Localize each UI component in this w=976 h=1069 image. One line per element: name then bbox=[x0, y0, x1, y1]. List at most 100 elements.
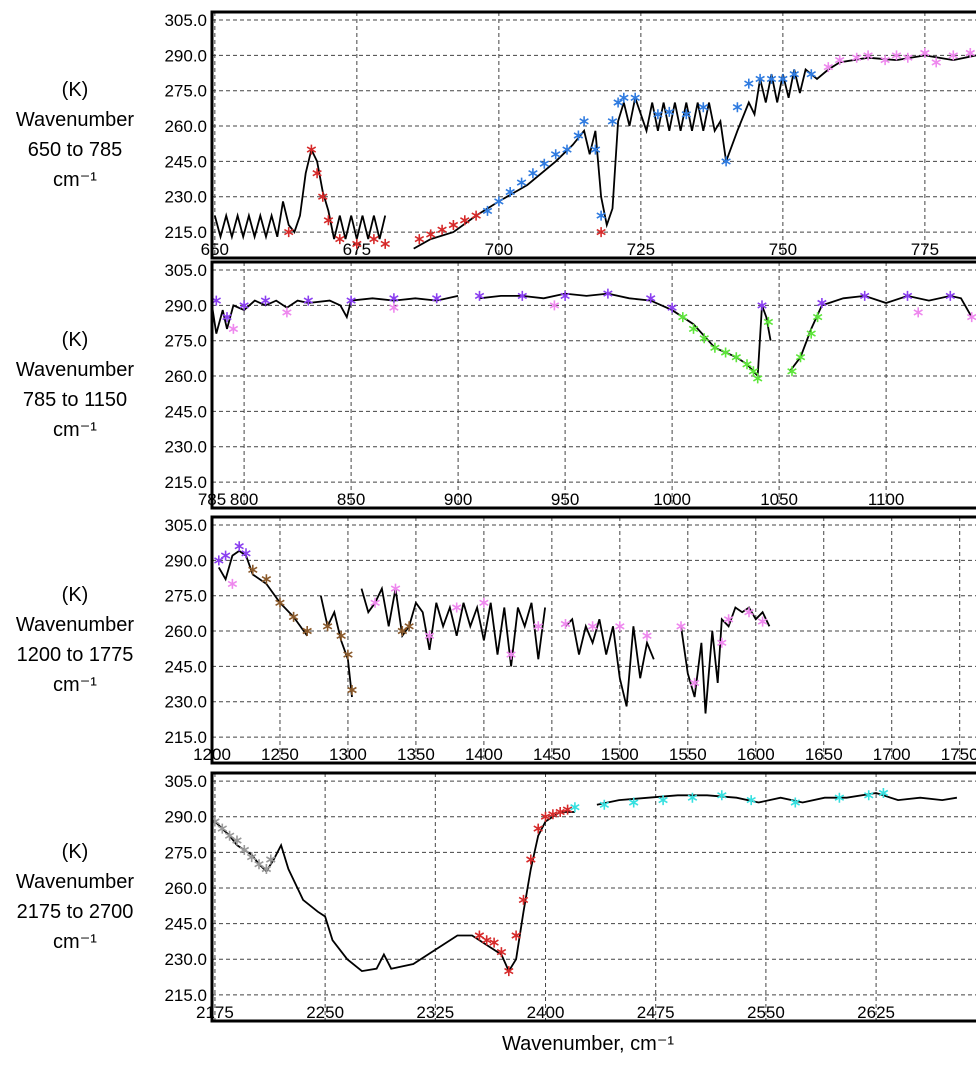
asterisk-marker bbox=[347, 685, 357, 695]
plot-area bbox=[212, 288, 976, 384]
asterisk-marker bbox=[303, 295, 314, 306]
asterisk-marker bbox=[474, 930, 485, 941]
asterisk-marker bbox=[482, 205, 493, 216]
asterisk-marker bbox=[603, 288, 613, 299]
y-axis-label: Wavenumber bbox=[16, 359, 135, 381]
y-axis-label: cm⁻¹ bbox=[53, 674, 97, 696]
asterisk-marker bbox=[241, 548, 251, 559]
asterisk-marker bbox=[667, 302, 677, 313]
y-axis-label: Wavenumber bbox=[16, 109, 135, 131]
asterisk-marker bbox=[628, 797, 639, 808]
asterisk-marker bbox=[590, 144, 601, 155]
panel: (K) Wavenumber 2175 to 2700 cm⁻¹ 215.0 230.0 2… bbox=[16, 771, 976, 1023]
y-axis-label: 785 to 1150 bbox=[23, 389, 127, 411]
y-tick-label: 245.0 bbox=[164, 152, 207, 171]
y-tick-label: 230.0 bbox=[164, 693, 207, 712]
plot-area bbox=[213, 48, 976, 250]
y-tick-label: 215.0 bbox=[164, 986, 207, 1005]
asterisk-marker bbox=[248, 564, 258, 575]
asterisk-marker bbox=[448, 220, 459, 230]
asterisk-marker bbox=[562, 804, 573, 815]
y-axis-label: Wavenumber bbox=[16, 871, 135, 893]
y-axis-label: Wavenumber bbox=[16, 614, 135, 636]
asterisk-marker bbox=[322, 621, 333, 632]
x-tick-label: 1700 bbox=[873, 745, 911, 764]
asterisk-marker bbox=[664, 106, 674, 117]
x-tick-label: 775 bbox=[911, 240, 939, 259]
asterisk-marker bbox=[346, 295, 356, 306]
asterisk-marker bbox=[891, 50, 902, 61]
plot-frame bbox=[210, 260, 976, 510]
asterisk-marker bbox=[224, 830, 235, 841]
asterisk-marker bbox=[549, 300, 560, 311]
asterisk-marker bbox=[516, 177, 527, 188]
asterisk-marker bbox=[579, 116, 589, 127]
asterisk-marker bbox=[678, 312, 688, 323]
asterisk-marker bbox=[479, 597, 489, 608]
asterisk-marker bbox=[880, 55, 890, 66]
asterisk-marker bbox=[688, 323, 699, 334]
asterisk-marker bbox=[766, 73, 777, 84]
y-axis-label: cm⁻¹ bbox=[53, 169, 97, 191]
asterisk-marker bbox=[746, 795, 756, 806]
asterisk-marker bbox=[336, 630, 346, 641]
y-axis-label: (K) bbox=[62, 841, 89, 863]
y-tick-label: 260.0 bbox=[164, 622, 207, 641]
asterisk-marker bbox=[425, 229, 436, 240]
x-tick-label: 725 bbox=[627, 240, 655, 259]
asterisk-marker bbox=[424, 630, 435, 641]
panel: (K) Wavenumber 785 to 1150 cm⁻¹ 215.0 230.0 24… bbox=[16, 260, 976, 510]
y-tick-label: 260.0 bbox=[164, 879, 207, 898]
asterisk-marker bbox=[920, 48, 930, 58]
x-tick-label: 700 bbox=[485, 240, 513, 259]
asterisk-marker bbox=[812, 312, 823, 323]
x-tick-label: 2625 bbox=[857, 1003, 895, 1022]
x-tick-label: 1600 bbox=[737, 745, 775, 764]
asterisk-marker bbox=[613, 97, 623, 108]
spectrum-line bbox=[218, 549, 771, 714]
asterisk-marker bbox=[619, 92, 629, 103]
asterisk-marker bbox=[717, 637, 727, 648]
x-tick-label: 2400 bbox=[527, 1003, 565, 1022]
asterisk-marker bbox=[282, 307, 292, 318]
y-tick-label: 245.0 bbox=[164, 915, 207, 934]
x-tick-label: 1750 bbox=[941, 745, 976, 764]
asterisk-marker bbox=[343, 649, 353, 660]
asterisk-marker bbox=[699, 333, 709, 344]
y-axis-label: (K) bbox=[62, 79, 89, 101]
y-tick-label: 290.0 bbox=[164, 46, 207, 65]
asterisk-marker bbox=[630, 92, 640, 103]
asterisk-marker bbox=[948, 50, 958, 61]
asterisk-marker bbox=[266, 854, 276, 865]
plot-frame bbox=[210, 10, 976, 260]
asterisk-marker bbox=[755, 73, 765, 84]
asterisk-marker bbox=[517, 290, 528, 301]
asterisk-marker bbox=[710, 342, 720, 353]
y-axis-label: cm⁻¹ bbox=[53, 419, 97, 441]
y-tick-label: 290.0 bbox=[164, 808, 207, 827]
asterisk-marker bbox=[504, 966, 514, 977]
x-tick-label: 2175 bbox=[196, 1003, 234, 1022]
y-tick-label: 275.0 bbox=[164, 82, 207, 101]
asterisk-marker bbox=[214, 555, 224, 566]
asterisk-marker bbox=[539, 158, 550, 169]
asterisk-marker bbox=[817, 298, 827, 308]
asterisk-marker bbox=[390, 583, 401, 594]
asterisk-marker bbox=[562, 144, 572, 155]
asterisk-marker bbox=[548, 809, 558, 820]
asterisk-marker bbox=[234, 541, 244, 552]
y-tick-label: 305.0 bbox=[164, 516, 207, 535]
asterisk-marker bbox=[721, 156, 731, 167]
asterisk-marker bbox=[720, 347, 731, 358]
asterisk-marker bbox=[496, 947, 507, 958]
asterisk-marker bbox=[573, 130, 584, 141]
asterisk-marker bbox=[312, 168, 322, 179]
asterisk-marker bbox=[283, 227, 294, 238]
asterisk-marker bbox=[335, 234, 345, 245]
y-axis-label: 2175 to 2700 bbox=[17, 901, 134, 923]
spectrum-line bbox=[212, 292, 973, 379]
asterisk-marker bbox=[731, 352, 742, 363]
x-tick-label: 675 bbox=[343, 240, 371, 259]
